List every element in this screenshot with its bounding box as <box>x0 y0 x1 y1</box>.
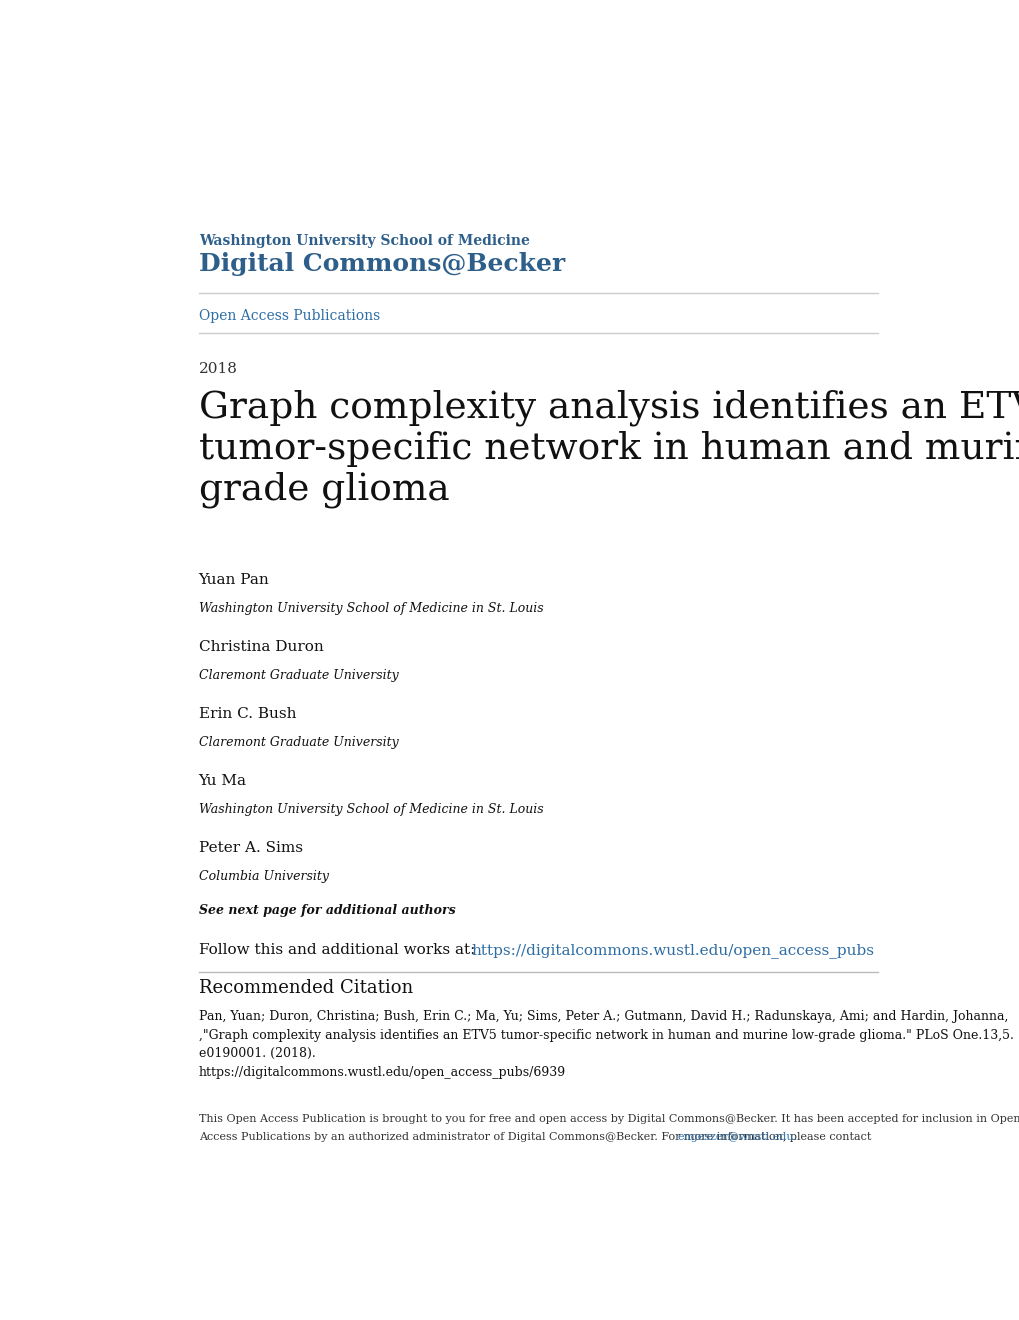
Text: Yuan Pan: Yuan Pan <box>199 573 269 587</box>
Text: https://digitalcommons.wustl.edu/open_access_pubs: https://digitalcommons.wustl.edu/open_ac… <box>471 942 873 958</box>
Text: Erin C. Bush: Erin C. Bush <box>199 708 296 721</box>
Text: engeszer@wustl.edu.: engeszer@wustl.edu. <box>677 1133 797 1142</box>
Text: Columbia University: Columbia University <box>199 870 328 883</box>
Text: Washington University School of Medicine in St. Louis: Washington University School of Medicine… <box>199 803 543 816</box>
Text: Graph complexity analysis identifies an ETV5
tumor-specific network in human and: Graph complexity analysis identifies an … <box>199 389 1019 508</box>
Text: Open Access Publications: Open Access Publications <box>199 309 379 323</box>
Text: Yu Ma: Yu Ma <box>199 775 247 788</box>
Text: Pan, Yuan; Duron, Christina; Bush, Erin C.; Ma, Yu; Sims, Peter A.; Gutmann, Dav: Pan, Yuan; Duron, Christina; Bush, Erin … <box>199 1010 1013 1078</box>
Text: Washington University School of Medicine in St. Louis: Washington University School of Medicine… <box>199 602 543 615</box>
Text: Digital Commons@Becker: Digital Commons@Becker <box>199 252 565 276</box>
Text: Recommended Citation: Recommended Citation <box>199 978 413 997</box>
Text: Access Publications by an authorized administrator of Digital Commons@Becker. Fo: Access Publications by an authorized adm… <box>199 1133 873 1142</box>
Text: 2018: 2018 <box>199 362 237 376</box>
Text: See next page for additional authors: See next page for additional authors <box>199 904 454 917</box>
Text: This Open Access Publication is brought to you for free and open access by Digit: This Open Access Publication is brought … <box>199 1114 1019 1123</box>
Text: Christina Duron: Christina Duron <box>199 640 323 655</box>
Text: Peter A. Sims: Peter A. Sims <box>199 841 303 855</box>
Text: Follow this and additional works at:: Follow this and additional works at: <box>199 942 479 957</box>
Text: Claremont Graduate University: Claremont Graduate University <box>199 669 398 681</box>
Text: Claremont Graduate University: Claremont Graduate University <box>199 735 398 748</box>
Text: Washington University School of Medicine: Washington University School of Medicine <box>199 234 529 248</box>
